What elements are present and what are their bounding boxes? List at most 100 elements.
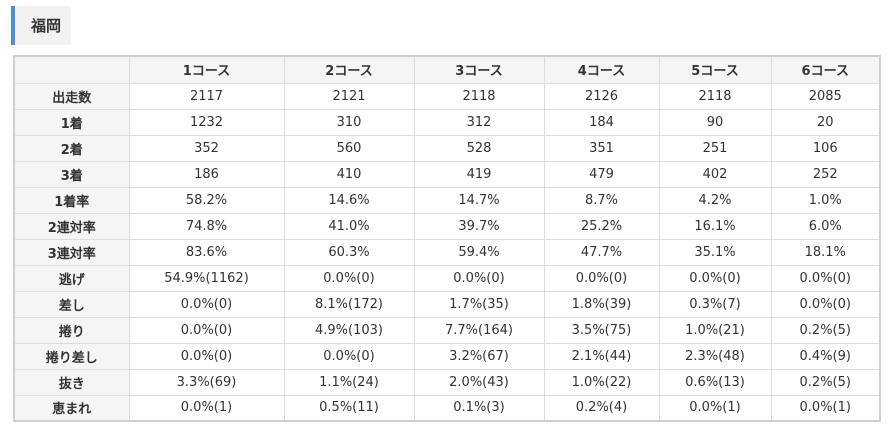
table-cell: 4.9%(103) xyxy=(283,316,415,344)
table-row: 1着 1232 310 312 184 90 20 xyxy=(13,108,881,136)
table-cell: 0.2%(5) xyxy=(770,368,881,396)
table-row: 差し 0.0%(0) 8.1%(172) 1.7%(35) 1.8%(39) 0.3%(7… xyxy=(13,290,881,318)
table-cell: 0.2%(4) xyxy=(543,394,660,422)
row-label: 3着 xyxy=(13,160,130,188)
header-course-3: 3コース xyxy=(413,55,545,84)
table-cell: 2085 xyxy=(770,82,881,110)
table-cell: 186 xyxy=(128,160,285,188)
table-cell: 0.3%(7) xyxy=(658,290,772,318)
table-row: 3連対率 83.6% 60.3% 59.4% 47.7% 35.1% 18.1% xyxy=(13,238,881,266)
header-course-1: 1コース xyxy=(128,55,285,84)
header-course-2: 2コース xyxy=(283,55,415,84)
table-cell: 1.0% xyxy=(770,186,881,214)
table-row: 恵まれ 0.0%(1) 0.5%(11) 0.1%(3) 0.2%(4) 0.0%(1) 0… xyxy=(13,394,881,422)
table-cell: 2.1%(44) xyxy=(543,342,660,370)
table-row: 出走数 2117 2121 2118 2126 2118 2085 xyxy=(13,82,881,110)
table-cell: 25.2% xyxy=(543,212,660,240)
row-label: 出走数 xyxy=(13,82,130,110)
table-cell: 1.7%(35) xyxy=(413,290,545,318)
table-cell: 0.0%(0) xyxy=(128,316,285,344)
table-cell: 7.7%(164) xyxy=(413,316,545,344)
row-label: 1着率 xyxy=(13,186,130,214)
table-cell: 0.4%(9) xyxy=(770,342,881,370)
table-cell: 0.1%(3) xyxy=(413,394,545,422)
table-cell: 0.0%(0) xyxy=(283,264,415,292)
table-cell: 352 xyxy=(128,134,285,162)
table-cell: 252 xyxy=(770,160,881,188)
table-cell: 560 xyxy=(283,134,415,162)
table-cell: 3.2%(67) xyxy=(413,342,545,370)
table-cell: 0.0%(0) xyxy=(770,264,881,292)
section-heading: 福岡 xyxy=(11,6,71,45)
row-label: 2連対率 xyxy=(13,212,130,240)
table-cell: 0.5%(11) xyxy=(283,394,415,422)
table-cell: 16.1% xyxy=(658,212,772,240)
table-cell: 312 xyxy=(413,108,545,136)
row-label: 恵まれ xyxy=(13,394,130,422)
table-cell: 1.1%(24) xyxy=(283,368,415,396)
table-cell: 0.0%(0) xyxy=(658,264,772,292)
table-cell: 2117 xyxy=(128,82,285,110)
table-cell: 419 xyxy=(413,160,545,188)
table-cell: 528 xyxy=(413,134,545,162)
table-cell: 1232 xyxy=(128,108,285,136)
table-cell: 351 xyxy=(543,134,660,162)
row-label: 逃げ xyxy=(13,264,130,292)
table-cell: 2126 xyxy=(543,82,660,110)
row-label: 捲り差し xyxy=(13,342,130,370)
table-cell: 251 xyxy=(658,134,772,162)
table-cell: 8.7% xyxy=(543,186,660,214)
section-title: 福岡 xyxy=(31,17,62,35)
table-cell: 3.5%(75) xyxy=(543,316,660,344)
table-cell: 0.0%(0) xyxy=(770,290,881,318)
table-cell: 1.8%(39) xyxy=(543,290,660,318)
table-cell: 2.3%(48) xyxy=(658,342,772,370)
table-cell: 74.8% xyxy=(128,212,285,240)
table-cell: 35.1% xyxy=(658,238,772,266)
row-label: 抜き xyxy=(13,368,130,396)
table-cell: 2118 xyxy=(413,82,545,110)
table-cell: 90 xyxy=(658,108,772,136)
table-cell: 6.0% xyxy=(770,212,881,240)
table-cell: 0.0%(0) xyxy=(543,264,660,292)
header-corner-cell xyxy=(13,55,130,84)
table-cell: 0.0%(0) xyxy=(128,290,285,318)
table-cell: 0.0%(0) xyxy=(283,342,415,370)
table-row: 捲り 0.0%(0) 4.9%(103) 7.7%(164) 3.5%(75) 1.0%(… xyxy=(13,316,881,344)
table-cell: 410 xyxy=(283,160,415,188)
table-row: 2連対率 74.8% 41.0% 39.7% 25.2% 16.1% 6.0% xyxy=(13,212,881,240)
table-cell: 2121 xyxy=(283,82,415,110)
table-cell: 83.6% xyxy=(128,238,285,266)
header-course-5: 5コース xyxy=(658,55,772,84)
row-label: 1着 xyxy=(13,108,130,136)
row-label: 2着 xyxy=(13,134,130,162)
table-cell: 0.0%(1) xyxy=(658,394,772,422)
table-cell: 2118 xyxy=(658,82,772,110)
table-cell: 39.7% xyxy=(413,212,545,240)
table-cell: 0.6%(13) xyxy=(658,368,772,396)
table-cell: 0.0%(1) xyxy=(128,394,285,422)
table-cell: 60.3% xyxy=(283,238,415,266)
row-label: 3連対率 xyxy=(13,238,130,266)
table-row: 2着 352 560 528 351 251 106 xyxy=(13,134,881,162)
table-cell: 106 xyxy=(770,134,881,162)
table-cell: 1.0%(21) xyxy=(658,316,772,344)
table-cell: 14.7% xyxy=(413,186,545,214)
table-cell: 2.0%(43) xyxy=(413,368,545,396)
table-cell: 20 xyxy=(770,108,881,136)
table-cell: 4.2% xyxy=(658,186,772,214)
table-cell: 0.2%(5) xyxy=(770,316,881,344)
course-stats-table: 1コース 2コース 3コース 4コース 5コース 6コース 出走数 2117 212… xyxy=(13,55,881,422)
table-row: 1着率 58.2% 14.6% 14.7% 8.7% 4.2% 1.0% xyxy=(13,186,881,214)
table-cell: 59.4% xyxy=(413,238,545,266)
table-cell: 41.0% xyxy=(283,212,415,240)
table-cell: 0.0%(0) xyxy=(413,264,545,292)
table-cell: 14.6% xyxy=(283,186,415,214)
header-course-4: 4コース xyxy=(543,55,660,84)
table-cell: 54.9%(1162) xyxy=(128,264,285,292)
table-cell: 8.1%(172) xyxy=(283,290,415,318)
table-cell: 3.3%(69) xyxy=(128,368,285,396)
table-cell: 184 xyxy=(543,108,660,136)
table-cell: 47.7% xyxy=(543,238,660,266)
table-row: 逃げ 54.9%(1162) 0.0%(0) 0.0%(0) 0.0%(0) 0.0%(0… xyxy=(13,264,881,292)
